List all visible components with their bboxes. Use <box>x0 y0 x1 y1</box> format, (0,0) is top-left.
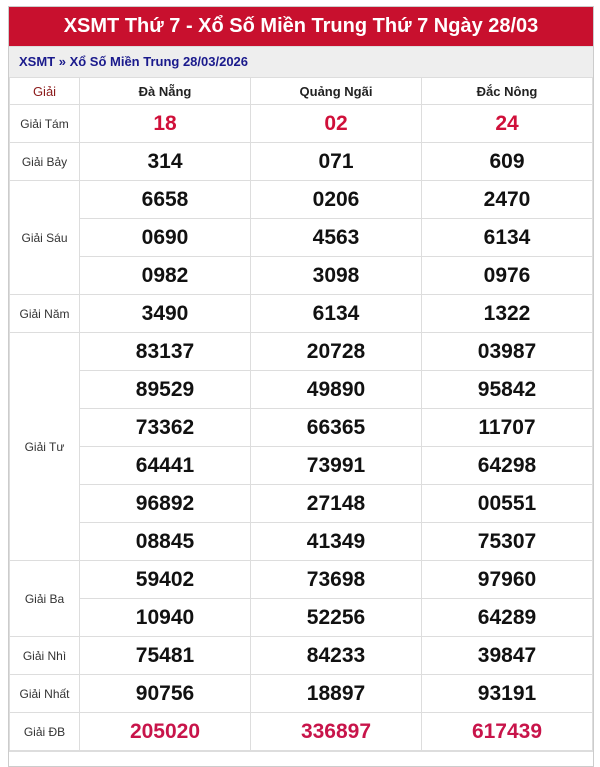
prize-label: Giải Nhì <box>9 636 80 675</box>
results-table: Giải Đà Nẵng Quảng Ngãi Đắc Nông Giải Tá… <box>9 77 593 751</box>
prize-label: Giải Ba <box>9 560 80 637</box>
table-row: 73362 66365 11707 <box>10 408 593 447</box>
prize-number: 071 <box>250 142 422 181</box>
prize-number: 75481 <box>79 636 251 675</box>
prize-number: 3490 <box>79 294 251 333</box>
prize-label: Giải Tám <box>9 104 80 143</box>
table-row: Giải Ba 59402 73698 97960 <box>9 560 593 637</box>
prize-number: 02 <box>250 104 422 143</box>
prize-number: 314 <box>79 142 251 181</box>
prize-number: 11707 <box>421 408 593 447</box>
prize-number: 6658 <box>79 180 251 219</box>
prize-label: Giải Sáu <box>9 180 80 295</box>
prize-number: 64289 <box>421 598 593 637</box>
table-row: 89529 49890 95842 <box>10 370 593 409</box>
prize-number: 205020 <box>79 712 251 751</box>
prize-number: 59402 <box>79 560 251 599</box>
table-row: 96892 27148 00551 <box>10 484 593 523</box>
table-row: Giải Nhất 90756 18897 93191 <box>9 674 593 713</box>
prize-number: 18 <box>79 104 251 143</box>
prize-number: 6134 <box>250 294 422 333</box>
breadcrumb[interactable]: XSMT » Xổ Số Miền Trung 28/03/2026 <box>9 46 593 77</box>
prize-number: 4563 <box>250 218 422 257</box>
table-row: 0982 3098 0976 <box>10 256 593 295</box>
prize-number: 73698 <box>250 560 422 599</box>
prize-number: 93191 <box>421 674 593 713</box>
prize-number: 83137 <box>79 332 251 371</box>
prize-number: 6134 <box>421 218 593 257</box>
prize-number: 73362 <box>79 408 251 447</box>
prize-number: 49890 <box>250 370 422 409</box>
table-row: Giải Bảy 314 071 609 <box>9 142 593 181</box>
table-row: Giải Năm 3490 6134 1322 <box>9 294 593 333</box>
prize-number: 52256 <box>250 598 422 637</box>
table-row: Giải Nhì 75481 84233 39847 <box>9 636 593 675</box>
prize-number: 0982 <box>79 256 251 295</box>
prize-number: 75307 <box>421 522 593 561</box>
prize-number: 08845 <box>79 522 251 561</box>
table-row: Giải Tám 18 02 24 <box>9 104 593 143</box>
prize-number: 66365 <box>250 408 422 447</box>
prize-number: 18897 <box>250 674 422 713</box>
prize-number: 97960 <box>421 560 593 599</box>
prize-number: 0206 <box>250 180 422 219</box>
prize-number: 1322 <box>421 294 593 333</box>
prize-number: 20728 <box>250 332 422 371</box>
prize-number: 95842 <box>421 370 593 409</box>
prize-number: 0976 <box>421 256 593 295</box>
prize-number: 64298 <box>421 446 593 485</box>
table-row: Giải Tư 83137 20728 03987 <box>9 332 593 561</box>
prize-number: 39847 <box>421 636 593 675</box>
prize-number: 03987 <box>421 332 593 371</box>
prize-number: 90756 <box>79 674 251 713</box>
prize-label: Giải Năm <box>9 294 80 333</box>
prize-number: 609 <box>421 142 593 181</box>
prize-number: 73991 <box>250 446 422 485</box>
table-row: Giải ĐB 205020 336897 617439 <box>9 712 593 751</box>
table-row: Giải Sáu 6658 0206 2470 <box>9 180 593 295</box>
prize-label: Giải Bảy <box>9 142 80 181</box>
prize-label: Giải ĐB <box>9 712 80 751</box>
prize-number: 0690 <box>79 218 251 257</box>
page-title: XSMT Thứ 7 - Xổ Số Miền Trung Thứ 7 Ngày… <box>9 7 593 46</box>
header-dac-nong: Đắc Nông <box>421 77 593 105</box>
prize-number: 00551 <box>421 484 593 523</box>
prize-label: Giải Nhất <box>9 674 80 713</box>
table-row: 0690 4563 6134 <box>10 218 593 257</box>
prize-number: 24 <box>421 104 593 143</box>
prize-number: 3098 <box>250 256 422 295</box>
table-row: 10940 52256 64289 <box>10 598 593 637</box>
table-row: 08845 41349 75307 <box>10 522 593 561</box>
header-prize: Giải <box>9 77 80 105</box>
prize-number: 336897 <box>250 712 422 751</box>
header-da-nang[interactable]: Đà Nẵng <box>79 77 251 105</box>
prize-number: 2470 <box>421 180 593 219</box>
prize-number: 10940 <box>79 598 251 637</box>
prize-label: Giải Tư <box>9 332 80 561</box>
prize-number: 41349 <box>250 522 422 561</box>
prize-number: 64441 <box>79 446 251 485</box>
prize-number: 84233 <box>250 636 422 675</box>
prize-number: 27148 <box>250 484 422 523</box>
prize-number: 96892 <box>79 484 251 523</box>
prize-number: 89529 <box>79 370 251 409</box>
table-footer <box>9 751 593 766</box>
header-quang-ngai[interactable]: Quảng Ngãi <box>250 77 422 105</box>
prize-number: 617439 <box>421 712 593 751</box>
results-panel: XSMT Thứ 7 - Xổ Số Miền Trung Thứ 7 Ngày… <box>8 6 594 767</box>
table-row: 64441 73991 64298 <box>10 446 593 485</box>
